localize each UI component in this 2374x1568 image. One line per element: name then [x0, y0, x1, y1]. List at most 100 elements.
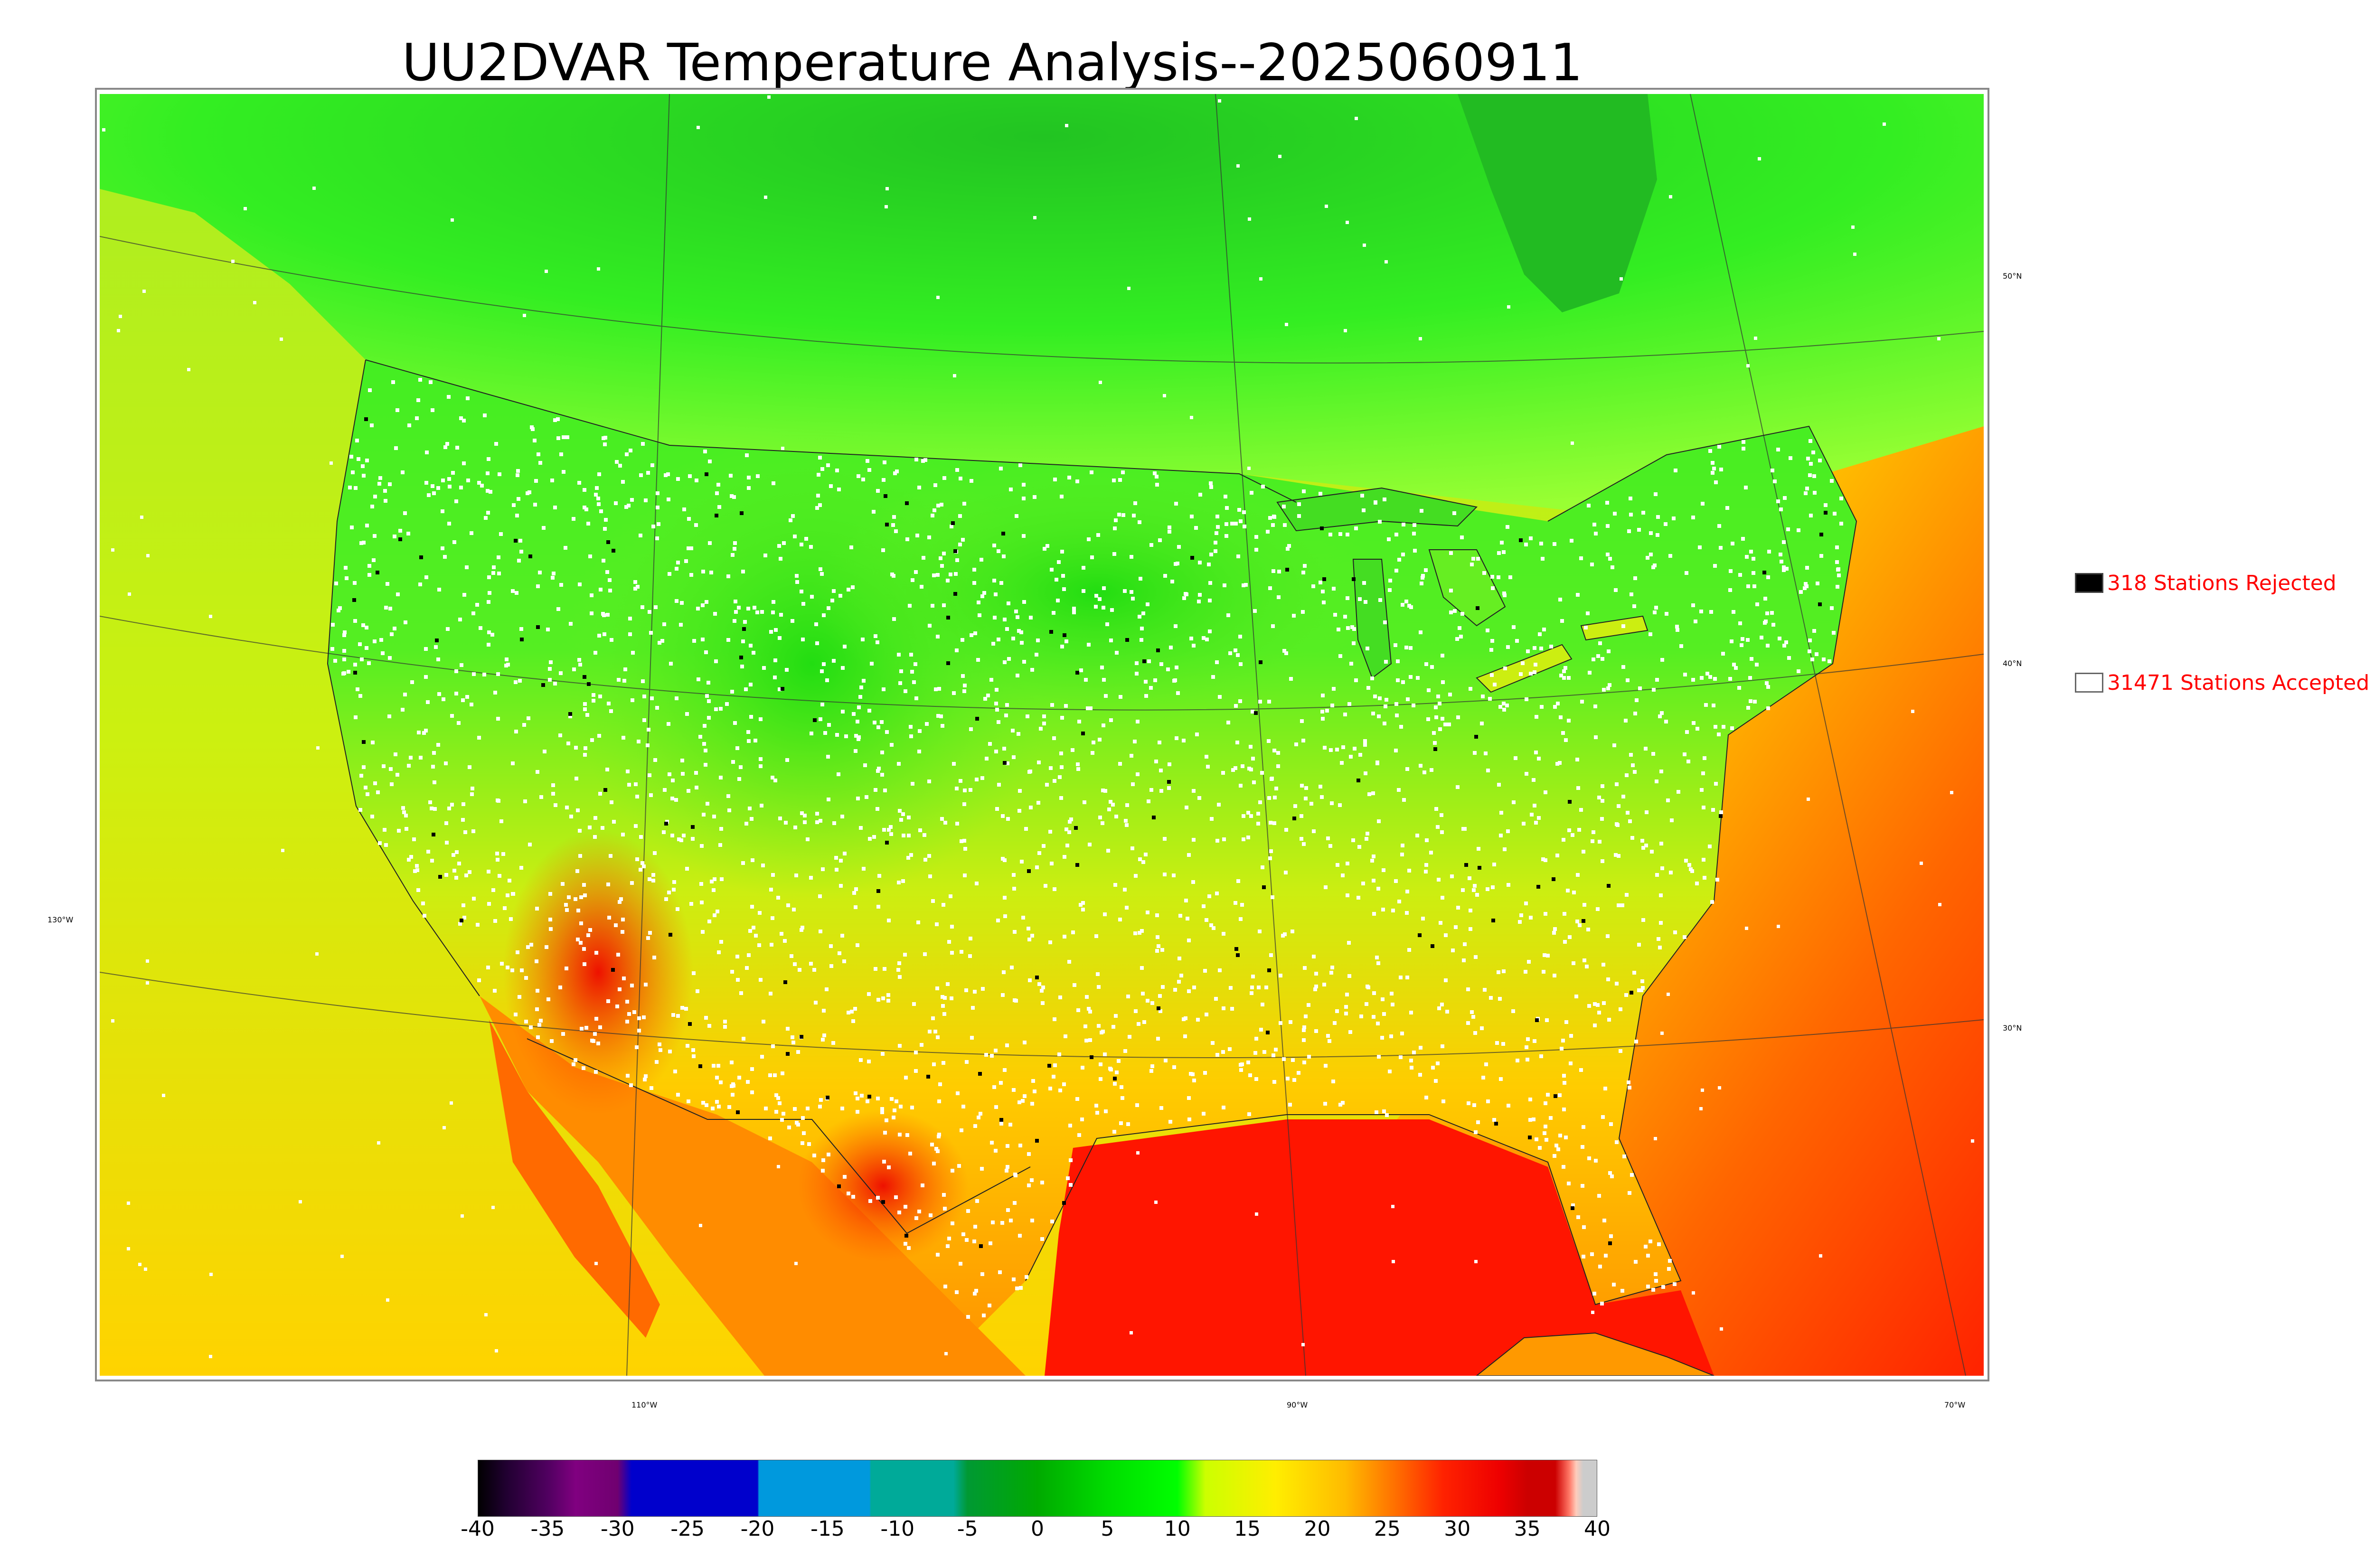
station-marker	[730, 494, 734, 498]
station-marker	[1665, 612, 1668, 616]
rejected-station-marker	[1003, 761, 1007, 765]
station-marker	[1441, 717, 1444, 721]
station-marker	[1248, 1073, 1252, 1077]
station-marker	[801, 602, 805, 606]
station-marker	[779, 557, 782, 561]
station-marker	[1228, 1047, 1232, 1051]
station-marker	[1057, 560, 1061, 564]
station-marker	[876, 1097, 880, 1100]
rejected-station-marker	[1571, 1206, 1574, 1210]
station-marker	[349, 455, 353, 459]
colorbar-tick-label: 0	[1031, 1517, 1044, 1541]
station-marker	[942, 476, 946, 480]
station-marker	[1155, 483, 1159, 487]
station-marker	[1405, 976, 1409, 979]
station-marker	[679, 623, 683, 627]
station-marker	[1216, 525, 1220, 529]
station-marker	[426, 700, 430, 704]
station-marker	[1497, 575, 1500, 579]
rejected-station-marker	[1156, 648, 1160, 652]
station-marker	[1214, 997, 1218, 1001]
station-marker	[1708, 845, 1712, 848]
station-marker	[841, 666, 845, 670]
colorbar-tick-label: 40	[1584, 1517, 1611, 1541]
station-marker	[539, 795, 543, 799]
station-marker	[707, 716, 711, 720]
station-marker	[771, 873, 775, 877]
rejected-station-marker	[432, 833, 435, 836]
station-marker	[1812, 474, 1816, 478]
station-marker	[1474, 955, 1478, 959]
station-marker	[1522, 822, 1526, 826]
station-marker	[427, 493, 431, 497]
station-marker	[403, 511, 407, 515]
station-marker	[905, 1133, 909, 1137]
station-marker	[1192, 986, 1196, 989]
station-marker	[1527, 960, 1531, 964]
station-marker	[937, 1099, 941, 1103]
station-marker	[1247, 1112, 1251, 1116]
rejected-station-marker	[1433, 747, 1437, 751]
station-marker	[1320, 795, 1324, 799]
station-marker	[417, 731, 421, 734]
station-marker	[1153, 471, 1157, 475]
station-marker	[1515, 639, 1519, 643]
station-marker	[1535, 1137, 1538, 1141]
station-marker	[1102, 586, 1106, 590]
station-marker	[952, 691, 956, 695]
station-marker	[750, 1090, 754, 1094]
station-marker	[703, 450, 707, 453]
rejected-station-marker	[1035, 976, 1039, 979]
station-marker	[943, 1207, 947, 1211]
station-marker	[1097, 985, 1101, 989]
station-marker	[1087, 643, 1091, 647]
station-marker	[1139, 577, 1142, 581]
station-marker	[1330, 801, 1334, 805]
station-marker	[480, 484, 484, 488]
station-marker	[1355, 117, 1358, 120]
station-marker	[362, 765, 366, 769]
lon-label-90w: 90°W	[1287, 1400, 1308, 1409]
station-marker	[1222, 837, 1226, 841]
station-marker	[681, 772, 685, 776]
station-marker	[1017, 1100, 1021, 1104]
rejected-station-marker	[905, 501, 909, 505]
station-marker	[619, 897, 623, 901]
station-marker	[370, 505, 374, 508]
station-marker	[674, 798, 678, 802]
rejected-station-marker	[826, 1096, 829, 1099]
station-marker	[1127, 287, 1130, 290]
rejected-station-marker	[1142, 659, 1146, 663]
station-marker	[1590, 563, 1594, 566]
station-marker	[1486, 769, 1490, 772]
station-marker	[1126, 995, 1130, 998]
station-marker	[764, 196, 767, 199]
station-marker	[933, 508, 936, 512]
station-marker	[715, 491, 719, 495]
station-marker	[127, 1247, 130, 1250]
station-marker	[1703, 876, 1706, 880]
station-marker	[388, 656, 392, 660]
station-marker	[868, 1199, 872, 1203]
station-marker	[1585, 965, 1589, 968]
station-marker	[1400, 853, 1404, 856]
station-marker	[946, 982, 950, 986]
station-marker	[825, 987, 829, 991]
station-marker	[187, 368, 190, 371]
station-marker	[882, 1160, 886, 1164]
station-marker	[857, 474, 860, 478]
station-marker	[914, 1051, 918, 1054]
station-marker	[1249, 814, 1253, 818]
station-marker	[1005, 1043, 1009, 1047]
rejected-station-marker	[1267, 968, 1271, 972]
station-marker	[1173, 988, 1177, 992]
station-marker	[1234, 522, 1238, 526]
station-marker	[1346, 862, 1349, 865]
station-marker	[487, 600, 490, 604]
station-marker	[687, 517, 691, 521]
station-marker	[1014, 610, 1018, 613]
station-marker	[1971, 1139, 1974, 1143]
station-marker	[497, 555, 500, 559]
station-marker	[1592, 657, 1595, 661]
station-marker	[628, 617, 632, 620]
